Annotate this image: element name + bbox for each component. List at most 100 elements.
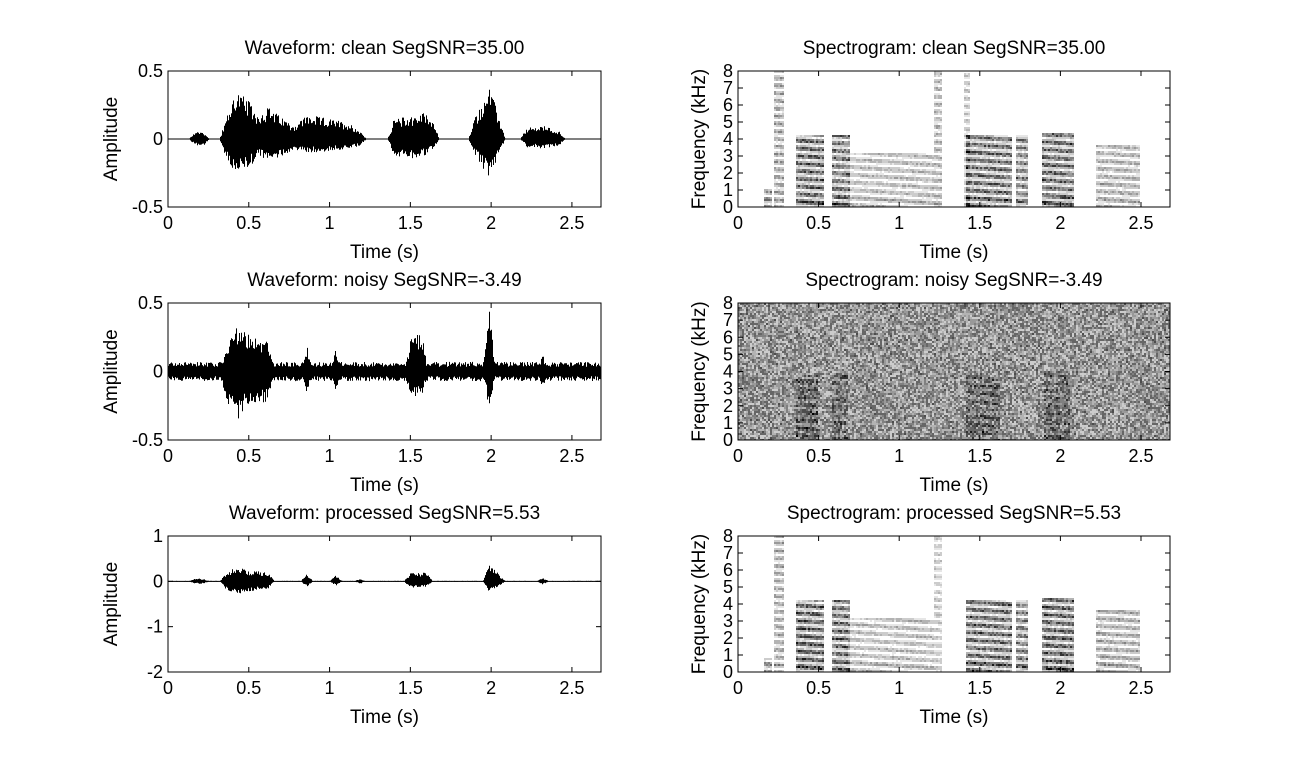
spec-processed-xtick-label: 0.5 [806,678,831,698]
spec-clean-xtick-label: 1 [894,213,904,233]
spec-processed-ytick-label: 3 [723,611,733,631]
spec-processed-cell-group [770,598,1110,672]
spec-clean-ytick-label: 4 [723,129,733,149]
spec-processed-xlabel: Time (s) [920,707,989,728]
spec-clean-cell-group [764,77,1140,207]
spec-clean-ytick-label: 5 [723,112,733,132]
spec-processed-cell-group [766,536,1140,672]
wave-processed-plot-area [168,565,601,594]
spec-clean-xtick-label: 0 [733,213,743,233]
spec-clean-xtick-label: 1.5 [967,213,992,233]
spec-processed-ytick-label: 8 [723,526,733,546]
wave-noisy-title: Waveform: noisy SegSNR=-3.49 [247,270,521,291]
wave-processed-frame [167,535,602,673]
wave-clean-xtick-label: 1.5 [398,213,423,233]
spec-processed-title: Spectrogram: processed SegSNR=5.53 [787,503,1121,524]
wave-processed-xlabel: Time (s) [350,707,419,728]
spec-processed-xtick-label: 1 [894,678,904,698]
spec-clean-ytick-label: 8 [723,61,733,81]
wave-clean-xtick-label: 2.5 [559,213,584,233]
spec-noisy-ytick-label: 2 [723,396,733,416]
spec-noisy-ytick-label: 5 [723,344,733,364]
spec-noisy-cells [738,303,1170,440]
spec-noisy-ytick-label: 3 [723,379,733,399]
spec-processed-ytick-label: 5 [723,577,733,597]
wave-noisy-ylabel: Amplitude [101,329,122,414]
spec-clean-ytick-label: 6 [723,95,733,115]
spec-processed-ytick-label: 2 [723,628,733,648]
spec-noisy-cell-group [738,303,1170,440]
spec-noisy-ytick-label: 1 [723,413,733,433]
spec-clean-cell-group [764,133,1074,207]
spec-clean-ytick-label: 1 [723,180,733,200]
wave-processed-axes: 0 0.5 1 1.5 2 2.5 1 0 -1 -2 Waveform: processed Se… [101,503,602,728]
spec-noisy-cell-group [738,303,1170,440]
wave-noisy-plot-area [168,311,601,419]
spec-clean-ytick-label: 7 [723,78,733,98]
spec-processed-ytick-label: 1 [723,645,733,665]
wave-processed-ytick-label: 1 [153,526,163,546]
spec-noisy-xtick-label: 1.5 [967,446,992,466]
wave-clean-xtick-label: 1 [325,213,335,233]
wave-clean-plot-area [168,89,601,176]
wave-noisy-ytick-label: 0.5 [138,293,163,313]
spec-processed-ytick-label: 4 [723,594,733,614]
spec-clean-xtick-label: 2.5 [1128,213,1153,233]
wave-processed-xtick-label: 1 [325,678,335,698]
spec-processed-xtick-label: 0 [733,678,743,698]
wave-clean-xtick-label: 0 [163,213,173,233]
spec-processed-xtick-label: 2.5 [1128,678,1153,698]
spec-noisy-cell-group [738,303,1170,440]
spec-processed-ytick-label: 6 [723,560,733,580]
wave-clean-ytick-label: 0.5 [138,61,163,81]
wave-noisy-xtick-label: 0.5 [236,446,261,466]
wave-clean-ylabel: Amplitude [101,97,122,182]
spec-clean-xlabel: Time (s) [920,242,989,263]
spec-noisy-ytick-label: 0 [723,430,733,450]
wave-processed-ytick-label: 0 [153,571,163,591]
spec-clean-ytick-label: 3 [723,146,733,166]
wave-processed-ytick-label: -1 [147,617,163,637]
spec-noisy-xlabel: Time (s) [920,475,989,496]
spec-noisy-ytick-label: 6 [723,327,733,347]
wave-noisy-waveform [168,311,601,419]
spec-processed-ytick-label: 7 [723,543,733,563]
spec-noisy-xtick-label: 0.5 [806,446,831,466]
wave-noisy-xtick-label: 2.5 [559,446,584,466]
spec-processed-ytick-label: 0 [723,662,733,682]
wave-processed-xtick-label: 1.5 [398,678,423,698]
wave-noisy-xtick-label: 1.5 [398,446,423,466]
spec-noisy-xtick-label: 1 [894,446,904,466]
wave-noisy-xtick-label: 2 [486,446,496,466]
spec-noisy-cell-group [738,303,1170,440]
wave-clean-waveform [168,89,601,176]
wave-processed-ytick-label: -2 [147,662,163,682]
wave-clean-ytick-label: 0 [153,129,163,149]
wave-noisy-ytick-label: -0.5 [132,430,163,450]
spec-processed-cell-group [764,536,1140,672]
spec-clean-xtick-label: 2 [1055,213,1065,233]
spec-noisy-xtick-label: 0 [733,446,743,466]
spec-clean-title: Spectrogram: clean SegSNR=35.00 [803,38,1106,59]
spec-noisy-ylabel: Frequency (kHz) [689,301,710,441]
spec-clean-xtick-label: 0.5 [806,213,831,233]
wave-processed-xtick-label: 0 [163,678,173,698]
spec-noisy-xtick-label: 2.5 [1128,446,1153,466]
wave-noisy-xtick-label: 0 [163,446,173,466]
spec-noisy-ytick-label: 4 [723,362,733,382]
wave-processed-title: Waveform: processed SegSNR=5.53 [229,503,540,524]
wave-clean-title: Waveform: clean SegSNR=35.00 [245,38,525,59]
spec-clean-ylabel: Frequency (kHz) [689,69,710,209]
spec-clean-ytick-label: 0 [723,197,733,217]
wave-processed-xtick-label: 2.5 [559,678,584,698]
wave-processed-ylabel: Amplitude [101,562,122,647]
spec-noisy-xtick-label: 2 [1055,446,1065,466]
spec-clean-cell-group [764,71,1140,207]
wave-clean-xtick-label: 2 [486,213,496,233]
spec-noisy-ytick-label: 8 [723,293,733,313]
